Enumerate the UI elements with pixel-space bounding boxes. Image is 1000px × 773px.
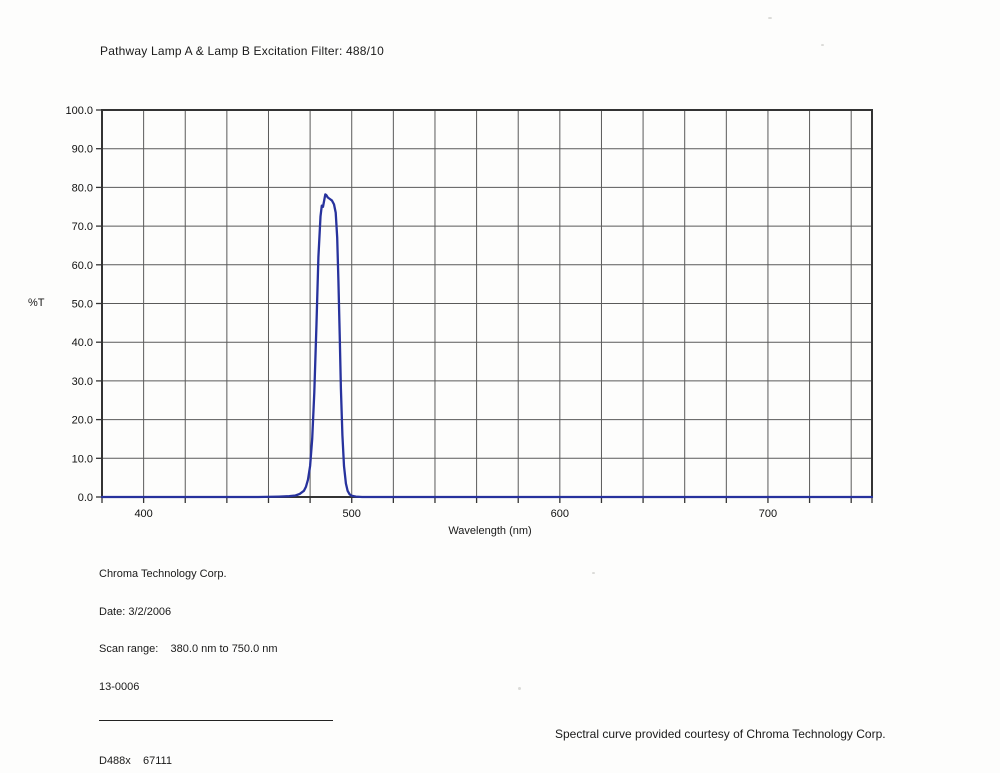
svg-text:30.0: 30.0 <box>72 376 93 388</box>
svg-text:10.0: 10.0 <box>72 453 93 465</box>
svg-text:0.0: 0.0 <box>78 492 93 504</box>
svg-text:70.0: 70.0 <box>72 221 93 233</box>
y-axis-label: %T <box>28 297 45 309</box>
svg-text:400: 400 <box>134 508 152 520</box>
svg-text:90.0: 90.0 <box>72 144 93 156</box>
svg-text:500: 500 <box>343 508 361 520</box>
page-title: Pathway Lamp A & Lamp B Excitation Filte… <box>100 44 384 58</box>
lot-number: 13-0006 <box>99 680 140 693</box>
company-name: Chroma Technology Corp. <box>99 568 227 580</box>
divider <box>99 720 333 721</box>
x-axis-label: Wavelength (nm) <box>448 525 532 537</box>
svg-text:40.0: 40.0 <box>72 337 93 349</box>
svg-text:60.0: 60.0 <box>72 260 93 272</box>
scan-date: Date: 3/2/2006 <box>99 605 172 618</box>
scan-artifact <box>518 687 521 690</box>
svg-text:600: 600 <box>551 508 569 520</box>
scan-artifact <box>768 17 772 19</box>
svg-text:100.0: 100.0 <box>65 105 93 117</box>
svg-text:80.0: 80.0 <box>72 182 93 194</box>
scan-artifact <box>821 44 824 46</box>
part-number: D488x 67111 <box>99 755 172 767</box>
svg-text:700: 700 <box>759 508 777 520</box>
scan-artifact <box>592 572 595 574</box>
courtesy-note: Spectral curve provided courtesy of Chro… <box>555 727 886 741</box>
svg-text:50.0: 50.0 <box>72 299 93 311</box>
scan-range: Scan range: 380.0 nm to 750.0 nm <box>99 643 278 655</box>
svg-text:20.0: 20.0 <box>72 415 93 427</box>
scan-info-block: Chroma Technology Corp. Date: 3/2/2006 S… <box>99 543 333 773</box>
